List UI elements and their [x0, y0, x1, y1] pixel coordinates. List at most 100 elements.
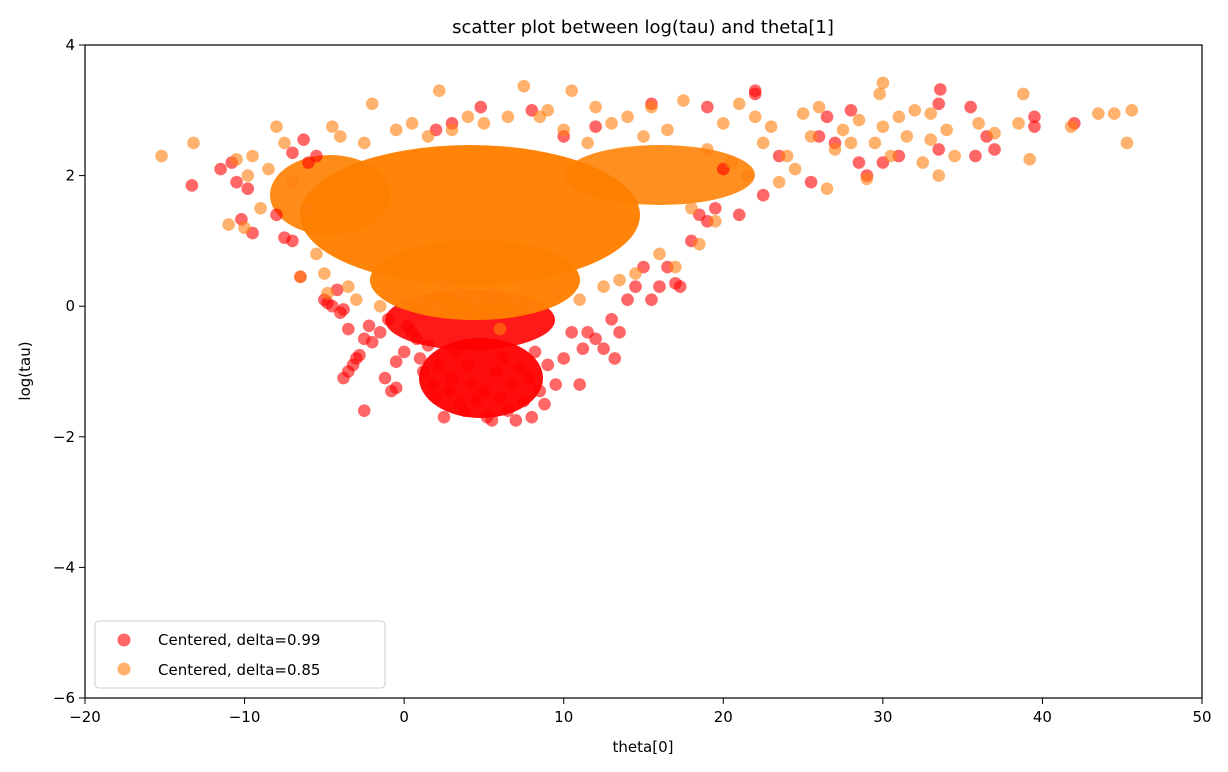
x-axis-label: theta[0] [613, 738, 674, 756]
scatter-point-red [852, 156, 866, 169]
scatter-point-orange [868, 136, 882, 150]
orange-core-left [270, 155, 390, 235]
scatter-point-orange [716, 117, 730, 130]
scatter-point-red [214, 162, 227, 176]
scatter-point-orange [988, 126, 1001, 140]
scatter-point-red [533, 384, 547, 398]
scatter-point-orange [413, 293, 427, 306]
scatter-point-red [597, 342, 610, 355]
points-layer [155, 76, 1139, 427]
scatter-point-orange [453, 286, 467, 300]
scatter-point-orange [836, 123, 850, 137]
scatter-point-red [932, 97, 946, 111]
scatter-point-orange [389, 123, 403, 137]
scatter-point-orange [365, 97, 379, 111]
scatter-point-orange [509, 293, 523, 306]
scatter-point-orange [621, 110, 634, 124]
scatter-point-red [185, 179, 199, 192]
scatter-point-orange [709, 215, 722, 228]
scatter-point-orange [318, 267, 331, 280]
scatter-point-orange [724, 156, 738, 169]
scatter-point-orange [341, 280, 355, 293]
y-tick-label: −4 [53, 558, 75, 576]
scatter-point-red [474, 339, 488, 352]
x-tick-label: 30 [873, 708, 892, 726]
scatter-point-orange [357, 136, 371, 150]
scatter-point-red [337, 371, 350, 385]
scatter-point-red [426, 378, 440, 391]
scatter-point-red [469, 394, 483, 408]
scatter-point-orange [222, 218, 235, 231]
scatter-point-red [538, 397, 551, 411]
scatter-point-orange [254, 201, 267, 215]
scatter-point-red [732, 208, 746, 222]
scatter-point-orange [485, 290, 499, 303]
scatter-point-red [653, 280, 666, 293]
x-tick-label: 20 [714, 708, 733, 726]
scatter-point-red [241, 182, 255, 195]
x-axis-ticks: −20 −10 0 10 20 30 40 50 [69, 698, 1212, 726]
scatter-point-orange [948, 149, 961, 163]
scatter-point-red [673, 280, 687, 293]
scatter-point-red [270, 208, 283, 222]
scatter-point-orange [589, 100, 602, 114]
scatter-point-red [378, 371, 392, 385]
y-tick-label: 4 [65, 36, 75, 54]
scatter-point-orange [241, 169, 255, 182]
y-tick-label: −2 [53, 428, 75, 446]
scatter-point-orange [804, 130, 818, 143]
scatter-point-orange [812, 100, 826, 114]
y-axis-ticks: −6 −4 −2 0 2 4 [53, 36, 85, 707]
scatter-point-orange [1064, 120, 1078, 133]
scatter-point-red [565, 326, 578, 339]
scatter-point-red [381, 312, 395, 326]
scatter-point-orange [924, 133, 938, 146]
scatter-point-red [756, 188, 770, 202]
scatter-point-red [969, 149, 982, 163]
scatter-point-orange [445, 123, 459, 137]
red-core-lower [419, 338, 543, 418]
x-tick-label: 40 [1033, 708, 1052, 726]
scatter-point-orange [230, 152, 243, 166]
scatter-point-red [362, 319, 376, 333]
scatter-point-orange [876, 120, 890, 133]
scatter-point-orange [645, 100, 658, 114]
scatter-point-red [645, 293, 658, 306]
scatter-point-orange [1125, 104, 1139, 117]
scatter-point-red [286, 234, 299, 248]
scatter-point-red [474, 100, 488, 114]
scatter-point-red [461, 358, 475, 372]
scatter-point-orange [669, 260, 682, 274]
scatter-point-orange [844, 136, 858, 150]
chart-title: scatter plot between log(tau) and theta[… [452, 17, 834, 38]
scatter-point-orange [397, 296, 411, 310]
scatter-point-red [286, 146, 299, 160]
scatter-point-red [613, 326, 626, 339]
scatter-point-orange [1016, 87, 1030, 101]
scatter-point-orange [1023, 152, 1036, 166]
scatter-point-red [464, 378, 478, 391]
scatter-point-orange [916, 156, 930, 169]
scatter-point-orange [756, 136, 770, 150]
scatter-point-red [496, 352, 510, 365]
scatter-point-orange [349, 293, 363, 306]
scatter-point-orange [581, 136, 594, 150]
scatter-point-red [365, 335, 379, 349]
scatter-point-red [458, 404, 472, 417]
scatter-point-red [357, 404, 371, 417]
scatter-point-red [506, 378, 519, 391]
scatter-point-orange [501, 110, 515, 124]
scatter-point-orange [701, 143, 714, 156]
scatter-point-red [605, 312, 618, 326]
scatter-point-orange [541, 104, 555, 117]
scatter-point-red [621, 293, 634, 306]
scatter-point-orange [437, 280, 451, 293]
scatter-point-red [844, 104, 858, 117]
legend-marker-red [117, 633, 131, 647]
scatter-point-red [413, 352, 427, 365]
scatter-point-orange [334, 130, 347, 143]
scatter-point-orange [270, 120, 283, 133]
scatter-point-red [517, 394, 531, 408]
scatter-point-red [437, 410, 451, 424]
